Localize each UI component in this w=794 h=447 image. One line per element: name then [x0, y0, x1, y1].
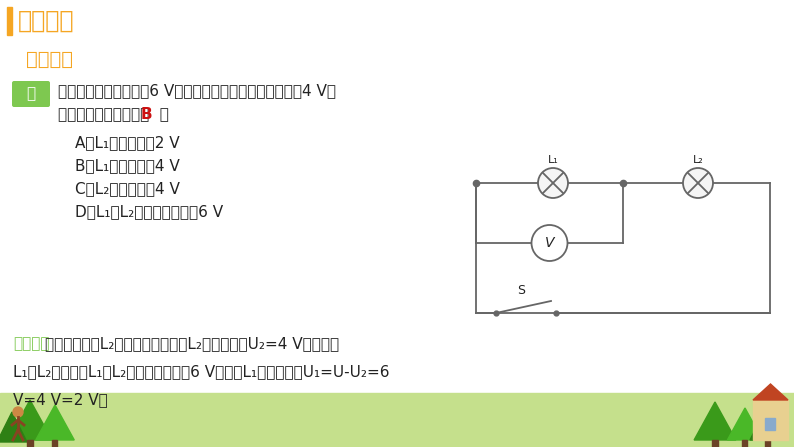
Bar: [765, 418, 775, 430]
Circle shape: [683, 168, 713, 198]
Bar: [753, 400, 788, 440]
Text: 因为电压表测L₂两端的电压，所以L₂两端的电压U₂=4 V，又因为: 因为电压表测L₂两端的电压，所以L₂两端的电压U₂=4 V，又因为: [45, 336, 339, 351]
Text: D．L₁和L₂两端电压之和为6 V: D．L₁和L₂两端电压之和为6 V: [75, 204, 223, 219]
Polygon shape: [753, 384, 788, 400]
Bar: [27, 440, 33, 447]
Polygon shape: [8, 400, 52, 440]
Text: V=4 V=2 V。: V=4 V=2 V。: [13, 392, 108, 407]
Text: 例: 例: [26, 87, 36, 101]
Text: L₁: L₁: [548, 155, 558, 165]
Text: 新课讲解: 新课讲解: [18, 9, 75, 33]
Bar: [765, 440, 770, 447]
Polygon shape: [0, 412, 27, 442]
Text: 【解析】: 【解析】: [13, 336, 49, 351]
Bar: [0, 393, 794, 447]
Text: A．L₁两端电压为2 V: A．L₁两端电压为2 V: [75, 135, 179, 150]
Circle shape: [13, 407, 23, 417]
Polygon shape: [750, 404, 786, 440]
Text: L₁、L₂串联，则L₁和L₂两端电压之和为6 V，所以L₁两端的电压U₁=U-U₂=6: L₁、L₂串联，则L₁和L₂两端电压之和为6 V，所以L₁两端的电压U₁=U-U…: [13, 364, 390, 379]
Text: 下列描述不正确的是（: 下列描述不正确的是（: [58, 107, 154, 122]
Circle shape: [531, 225, 568, 261]
Text: 典例分析: 典例分析: [26, 50, 73, 69]
Text: V: V: [545, 236, 554, 250]
Bar: [742, 440, 747, 447]
Bar: [52, 440, 57, 447]
Text: 如图所示，电源电压为6 V，闭合开关后，电压表的示数为4 V，: 如图所示，电源电压为6 V，闭合开关后，电压表的示数为4 V，: [58, 83, 336, 98]
Text: ）: ）: [149, 107, 168, 122]
Polygon shape: [36, 405, 75, 440]
Text: C．L₂两端电压为4 V: C．L₂两端电压为4 V: [75, 181, 180, 196]
Bar: [712, 440, 718, 447]
Circle shape: [538, 168, 568, 198]
Polygon shape: [694, 402, 736, 440]
Text: S: S: [517, 284, 525, 297]
FancyBboxPatch shape: [12, 81, 50, 107]
Bar: [7, 7, 12, 35]
Text: L₂: L₂: [692, 155, 703, 165]
Text: B: B: [141, 107, 152, 122]
Polygon shape: [727, 408, 762, 440]
Text: B．L₁两端电压为4 V: B．L₁两端电压为4 V: [75, 158, 179, 173]
